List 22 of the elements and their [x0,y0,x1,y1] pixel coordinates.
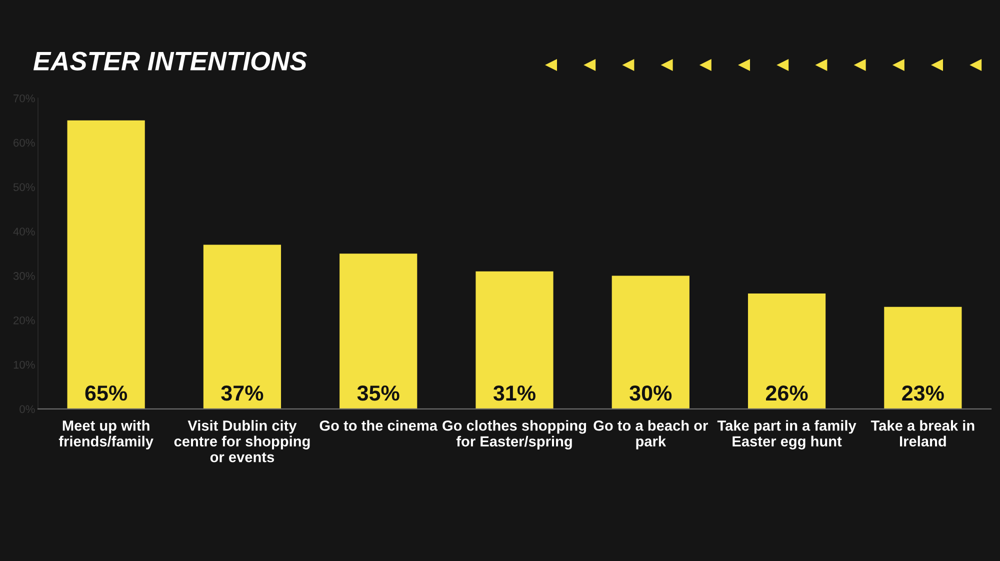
data-label: 30% [630,385,672,401]
x-tick-label: Go clothes shopping for Easter/spring [442,420,586,450]
bar [476,271,554,409]
data-label: 31% [493,385,536,401]
bar [340,254,418,409]
data-label: 37% [221,385,264,401]
bar [67,120,145,409]
bar [612,276,690,409]
chart-title: EASTER INTENTIONS [33,52,307,70]
x-tick-label: Visit Dublin city centre for shopping or events [174,420,310,462]
data-label: 65% [85,385,128,401]
data-label: 26% [766,385,808,401]
bar [748,294,826,409]
bar [203,244,282,409]
x-tick-label: Take a break in Ireland [870,420,974,446]
x-tick-label: Go to a beach or park [594,420,708,450]
data-label: 23% [902,385,944,401]
x-tick-label: Meet up with friends/family [58,420,154,450]
data-label: 35% [357,385,400,401]
x-tick-label: Take part in a family Easter egg hunt [717,420,856,450]
bar [884,306,962,409]
x-tick-label: Go to the cinema [320,420,438,431]
